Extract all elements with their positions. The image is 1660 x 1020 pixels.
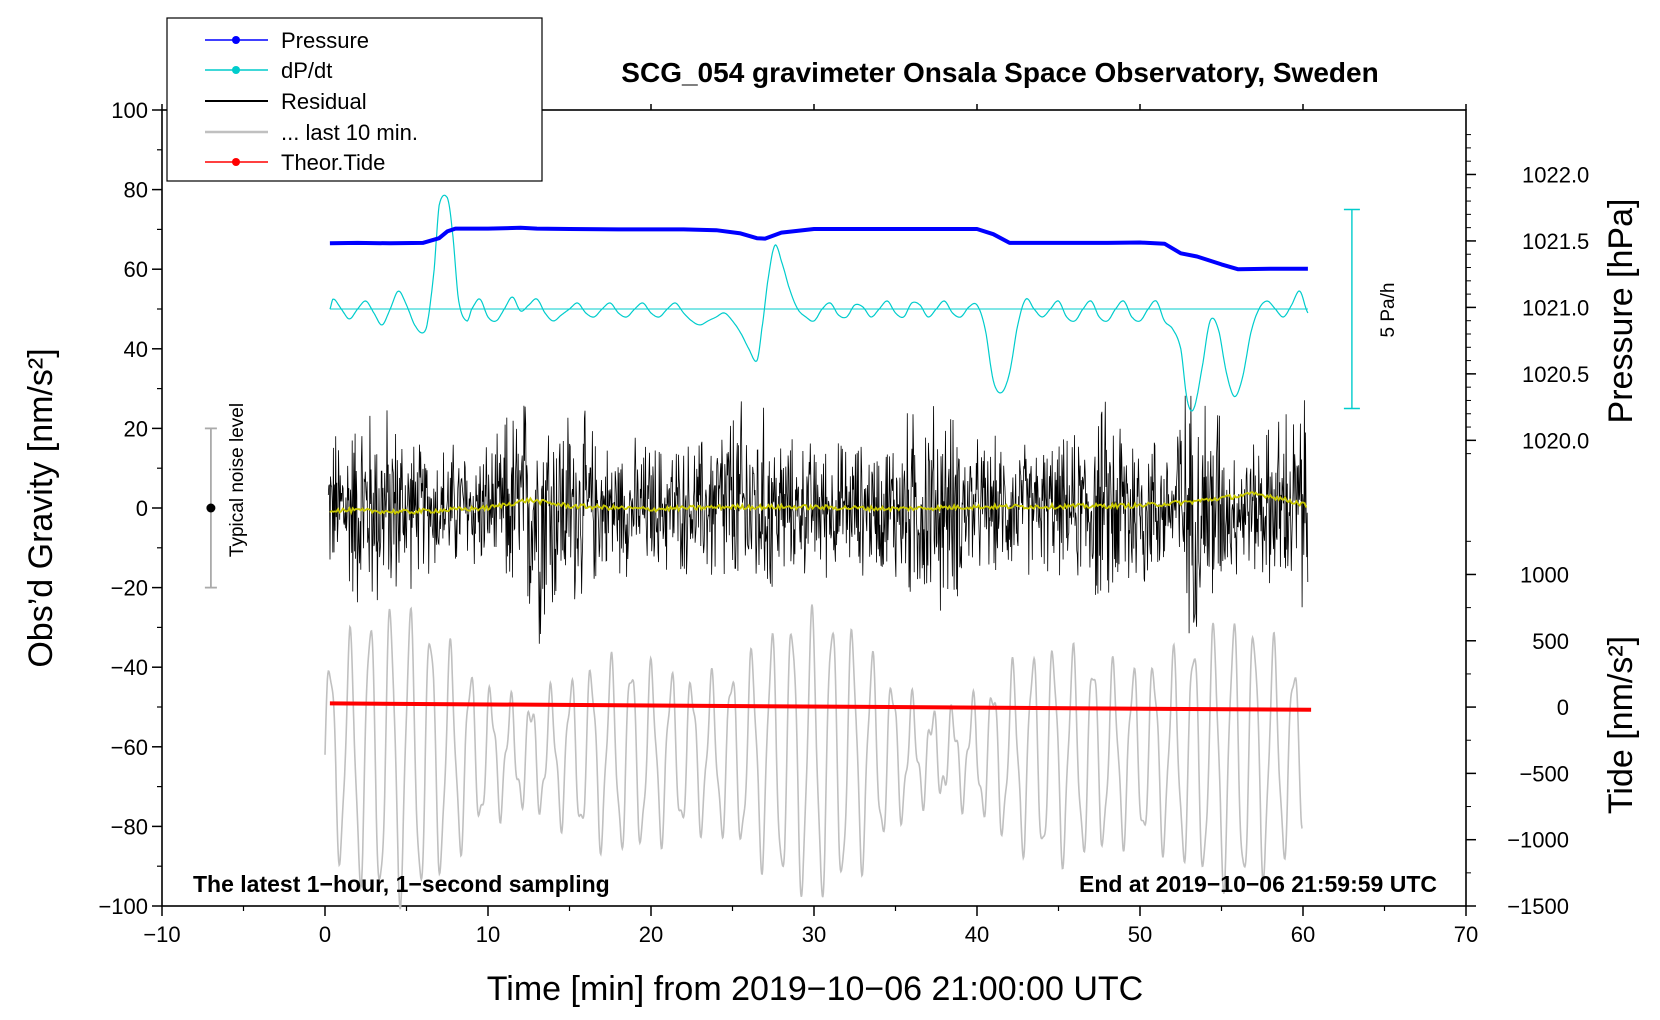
note-right: End at 2019−10−06 21:59:59 UTC [1079, 871, 1437, 897]
x-tick-label: 70 [1454, 922, 1478, 947]
tide-tick-label: −1000 [1507, 828, 1569, 853]
legend-marker-pressure [232, 36, 240, 44]
y-tick-label: 40 [124, 337, 148, 362]
rate-scale-label: 5 Pa/h [1378, 283, 1399, 338]
noise-level-label: Typical noise level [227, 403, 248, 557]
y-tick-label: −60 [111, 735, 148, 760]
tide-tick-label: 0 [1557, 695, 1569, 720]
legend-box [166, 17, 543, 182]
y-tick-label: 0 [136, 496, 148, 521]
tide-tick-label: −1500 [1507, 894, 1569, 919]
x-tick-label: 60 [1291, 922, 1315, 947]
tide-tick-label: 500 [1532, 629, 1569, 654]
legend-marker-tide [232, 158, 240, 166]
pressure-tick-label: 1020.0 [1522, 428, 1589, 453]
y-tick-label: −80 [111, 814, 148, 839]
y-tick-label: 80 [124, 178, 148, 203]
axis-ticks: −10 0 10 20 30 40 50 60 70−100−80−60−40−20020406… [98, 98, 1589, 947]
residual-smoothed-line [329, 491, 1308, 516]
x-tick-label: −10 [143, 922, 180, 947]
x-tick-label: 50 [1128, 922, 1152, 947]
legend-label-last10: ... last 10 min. [281, 120, 418, 145]
residual-line [327, 395, 1309, 644]
pressure-tick-label: 1020.5 [1522, 362, 1589, 387]
tide-tick-label: 1000 [1520, 562, 1569, 587]
y-axis-title-left: Obs’d Gravity [nm/s²] [22, 348, 60, 667]
y-tick-label: −20 [111, 576, 148, 601]
x-tick-label: 0 [319, 922, 331, 947]
tide-tick-label: −500 [1519, 761, 1569, 786]
pressure-line [329, 225, 1308, 272]
legend-label-pressure: Pressure [281, 28, 369, 53]
legend-label-residual: Residual [281, 89, 367, 114]
chart-title: SCG_054 gravimeter Onsala Space Observat… [621, 57, 1378, 88]
y-axis-title-tide: Tide [nm/s²] [1602, 636, 1640, 814]
pressure-tick-label: 1021.5 [1522, 229, 1589, 254]
y-tick-label: −100 [98, 894, 148, 919]
last-10-min-line [324, 604, 1303, 910]
data-series [324, 194, 1312, 910]
pressure-tick-label: 1021.0 [1522, 295, 1589, 320]
y-tick-label: −40 [111, 655, 148, 680]
y-tick-label: 20 [124, 416, 148, 441]
x-tick-label: 10 [476, 922, 500, 947]
y-tick-label: 100 [111, 98, 148, 123]
theor-tide-line [329, 701, 1312, 712]
x-tick-label: 30 [802, 922, 826, 947]
legend-marker-dpdt [232, 66, 240, 74]
legend-label-dpdt: dP/dt [281, 58, 332, 83]
pressure-tick-label: 1022.0 [1522, 162, 1589, 187]
note-left: The latest 1−hour, 1−second sampling [193, 871, 610, 897]
noise-bar-dot [206, 503, 216, 513]
annotations [204, 208, 1360, 589]
y-tick-label: 60 [124, 257, 148, 282]
y-axis-title-pressure: Pressure [hPa] [1602, 199, 1640, 424]
x-tick-label: 20 [639, 922, 663, 947]
x-tick-label: 40 [965, 922, 989, 947]
x-axis-title: Time [min] from 2019−10−06 21:00:00 UTC [487, 970, 1143, 1008]
legend: Pressure dP/dt Residual ... last 10 min.… [166, 17, 543, 182]
legend-label-tide: Theor.Tide [281, 150, 385, 175]
dpdt-line [329, 194, 1309, 412]
